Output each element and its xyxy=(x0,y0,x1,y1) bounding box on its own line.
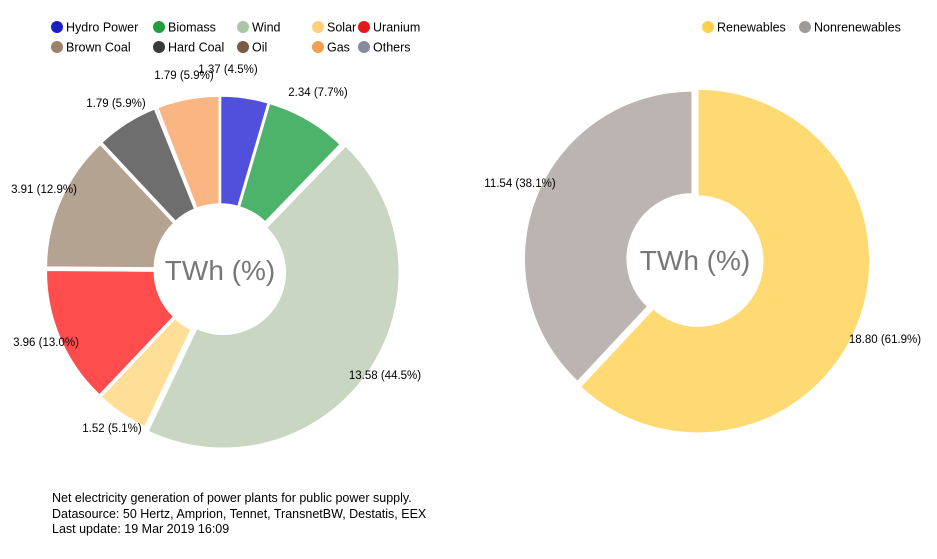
legend-label-uranium: Uranium xyxy=(373,21,420,35)
legend-marker-oil xyxy=(237,41,249,53)
legend-item-brown-coal[interactable]: Brown Coal xyxy=(51,41,131,55)
slice-hydro-power[interactable] xyxy=(219,95,269,208)
legend-energy-sources: Hydro Power Biomass Wind Solar Uranium Brown … xyxy=(51,21,420,55)
legend-label-hydro-power: Hydro Power xyxy=(66,21,138,35)
data-label-uranium: 3.96 (13.0%) xyxy=(13,337,79,349)
footnote-datasource: Datasource: 50 Hertz, Amprion, Tennet, T… xyxy=(52,506,427,521)
legend-label-others: Others xyxy=(373,41,411,55)
data-label-hydro-power: 1.37 (4.5%) xyxy=(198,64,258,76)
slice-gas[interactable] xyxy=(156,95,221,210)
legend-item-nonrenewables[interactable]: Nonrenewables xyxy=(799,21,901,35)
chart-footnote: Net electricity generation of power plan… xyxy=(52,491,426,538)
legend-label-wind: Wind xyxy=(252,21,281,35)
legend-label-brown-coal: Brown Coal xyxy=(66,41,131,55)
legend-marker-brown-coal xyxy=(51,41,63,53)
legend-marker-nonrenewables xyxy=(799,21,811,33)
legend-item-renewables[interactable]: Renewables xyxy=(702,21,786,35)
legend-item-oil[interactable]: Oil xyxy=(237,41,267,55)
legend-marker-uranium xyxy=(358,21,370,33)
slice-wind[interactable] xyxy=(147,145,401,450)
donut-center-label: TWh (%) xyxy=(640,245,750,276)
slice-solar[interactable] xyxy=(100,317,192,428)
legend-label-hard-coal: Hard Coal xyxy=(168,41,224,55)
donut-center-label: TWh (%) xyxy=(165,255,275,286)
legend-marker-others xyxy=(358,41,370,53)
legend-renewables: Renewables Nonrenewables xyxy=(702,21,901,35)
legend-marker-wind xyxy=(237,21,249,33)
legend-label-biomass: Biomass xyxy=(168,21,216,35)
legend-label-nonrenewables: Nonrenewables xyxy=(814,21,901,35)
slice-biomass[interactable] xyxy=(238,102,341,223)
legend-marker-renewables xyxy=(702,21,714,33)
donut-chart-renewables: 18.80 (61.9%) 11.54 (38.1%) TWh (%) xyxy=(484,88,921,434)
data-label-solar: 1.52 (5.1%) xyxy=(82,423,142,435)
slice-brown-coal[interactable] xyxy=(45,143,175,269)
slice-renewables[interactable] xyxy=(579,88,871,434)
data-label-nonrenewables: 11.54 (38.1%) xyxy=(484,178,556,190)
donut-chart-energy-sources: 1.37 (4.5%) 2.34 (7.7%) 13.58 (44.5%) 1.52 … xyxy=(11,64,421,450)
legend-marker-hydro-power xyxy=(51,21,63,33)
legend-item-wind[interactable]: Wind xyxy=(237,21,281,35)
data-label-biomass: 2.34 (7.7%) xyxy=(288,87,348,99)
legend-item-biomass[interactable]: Biomass xyxy=(153,21,216,35)
legend-item-uranium[interactable]: Uranium xyxy=(358,21,420,35)
slice-hard-coal[interactable] xyxy=(100,108,196,223)
legend-label-gas: Gas xyxy=(327,41,350,55)
footnote-description: Net electricity generation of power plan… xyxy=(52,491,412,505)
footnote-last-update: Last update: 19 Mar 2019 16:09 xyxy=(52,522,230,536)
legend-item-gas[interactable]: Gas xyxy=(312,41,350,55)
slice-nonrenewables[interactable] xyxy=(523,90,693,383)
slice-oil[interactable] xyxy=(154,107,197,210)
legend-label-oil: Oil xyxy=(252,41,267,55)
legend-label-renewables: Renewables xyxy=(717,21,786,35)
data-label-renewables: 18.80 (61.9%) xyxy=(849,334,921,346)
legend-item-solar[interactable]: Solar xyxy=(312,21,356,35)
data-label-hard-coal: 1.79 (5.9%) xyxy=(86,98,146,110)
legend-marker-biomass xyxy=(153,21,165,33)
data-label-brown-coal: 3.91 (12.9%) xyxy=(11,184,77,196)
legend-item-hard-coal[interactable]: Hard Coal xyxy=(153,41,224,55)
legend-item-hydro-power[interactable]: Hydro Power xyxy=(51,21,138,35)
data-label-gas: 1.79 (5.9%) xyxy=(154,70,214,82)
data-label-wind: 13.58 (44.5%) xyxy=(349,370,421,382)
slice-uranium[interactable] xyxy=(45,269,175,396)
legend-marker-hard-coal xyxy=(153,41,165,53)
legend-marker-solar xyxy=(312,21,324,33)
legend-marker-gas xyxy=(312,41,324,53)
legend-label-solar: Solar xyxy=(327,21,356,35)
legend-item-others[interactable]: Others xyxy=(358,41,411,55)
